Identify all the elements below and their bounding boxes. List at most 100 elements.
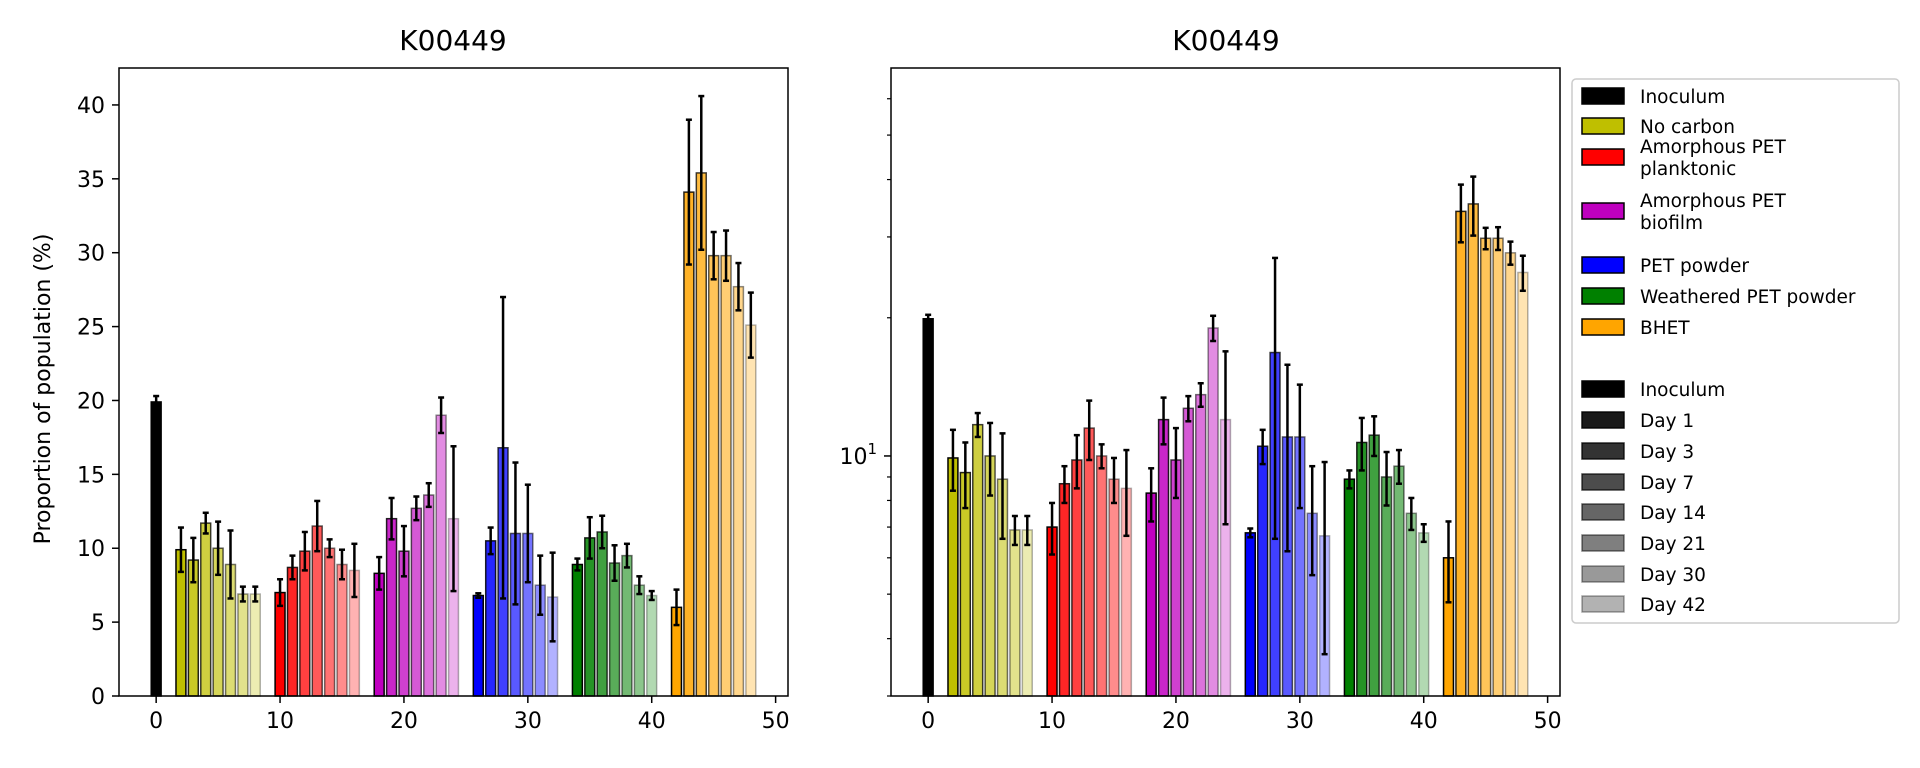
legend-label: Weathered PET powder xyxy=(1640,287,1856,308)
legend-label: Day 14 xyxy=(1640,503,1706,524)
left-bar xyxy=(286,566,299,697)
left-error-bar xyxy=(289,554,296,581)
legend-label: Day 3 xyxy=(1640,442,1694,463)
right-error-bar xyxy=(1222,350,1229,526)
right-bar xyxy=(1479,237,1492,697)
right-plot-area: 0 10 20 30 40 50 101 xyxy=(839,67,1562,734)
left-error-bar xyxy=(239,585,246,603)
legend-label: Day 7 xyxy=(1640,473,1694,494)
left-ytick-label: 40 xyxy=(77,94,105,119)
left-error-bar xyxy=(215,520,222,577)
right-axes-frame xyxy=(890,67,1561,697)
right-error-bar xyxy=(1185,394,1192,423)
left-bar xyxy=(633,584,646,697)
left-xtick-label: 0 xyxy=(149,709,163,734)
left-xtick-label: 40 xyxy=(638,709,666,734)
right-bar xyxy=(1207,327,1219,697)
right-error-bar xyxy=(1247,527,1254,539)
left-xtick-label: 30 xyxy=(514,709,542,734)
right-bar xyxy=(1418,532,1430,697)
right-xtick-label: 50 xyxy=(1534,709,1562,734)
left-xtick-label: 20 xyxy=(390,709,418,734)
left-xtick-label: 50 xyxy=(762,709,790,734)
left-error-bar xyxy=(735,261,742,312)
right-bar xyxy=(1517,271,1529,697)
left-ytick-label: 0 xyxy=(91,685,105,710)
right-bar xyxy=(1195,393,1207,697)
left-bar xyxy=(621,554,633,697)
left-bar xyxy=(745,324,757,697)
left-ytick-label: 35 xyxy=(77,168,105,193)
left-chart-ylabel: Proportion of population (%) xyxy=(31,234,56,545)
legend-entry: PET powder xyxy=(1581,256,1749,277)
legend-label: Day 21 xyxy=(1640,534,1706,555)
left-bar xyxy=(683,191,695,697)
left-error-bar xyxy=(438,396,445,435)
right-bar xyxy=(947,457,959,697)
left-bar xyxy=(323,547,336,697)
right-bar xyxy=(1244,532,1256,697)
legend-entry: Day 42 xyxy=(1581,595,1706,616)
right-error-bar xyxy=(987,421,994,497)
left-error-bar xyxy=(623,542,630,569)
legend-swatch xyxy=(1581,287,1625,305)
legend-frame xyxy=(1571,78,1900,624)
left-ytick-label: 20 xyxy=(77,389,105,414)
right-bar xyxy=(1380,476,1393,697)
right-bar xyxy=(1083,427,1095,697)
right-error-bar xyxy=(1210,314,1217,343)
legend-entry: Day 30 xyxy=(1581,565,1706,586)
right-error-bar xyxy=(1495,225,1502,252)
left-error-bar xyxy=(314,499,321,553)
right-error-bar xyxy=(1049,501,1056,556)
left-error-bar xyxy=(177,526,184,574)
left-error-bar xyxy=(723,229,730,283)
left-bar xyxy=(584,537,596,697)
left-error-bar xyxy=(549,551,556,643)
left-bar xyxy=(707,254,720,697)
legend-entry: No carbon xyxy=(1581,117,1735,138)
legend-entry: Day 21 xyxy=(1581,534,1706,555)
left-bar xyxy=(484,540,497,697)
right-error-bar xyxy=(1408,496,1415,532)
legend-swatch xyxy=(1581,87,1625,105)
right-chart-panel: K00449 0 10 20 30 40 50 101 xyxy=(839,24,1561,734)
right-error-bar xyxy=(1321,460,1328,656)
left-bar xyxy=(596,531,608,697)
left-bar xyxy=(732,285,745,697)
legend-swatch xyxy=(1581,202,1625,220)
left-error-bar xyxy=(537,554,544,616)
right-xtick-label: 30 xyxy=(1286,709,1314,734)
right-xtick-label: 0 xyxy=(921,709,935,734)
left-error-bar xyxy=(425,481,432,509)
left-error-bar xyxy=(524,483,531,584)
right-error-bar xyxy=(1073,433,1080,490)
left-bar xyxy=(472,594,484,697)
right-error-bar xyxy=(1470,175,1477,237)
left-plot-area: 0 10 20 30 40 50 0 5 10 15 20 25 30 35 40 xyxy=(77,67,790,734)
left-error-bar xyxy=(698,94,705,252)
left-ytick-label: 30 xyxy=(77,242,105,267)
left-error-bar xyxy=(685,118,692,266)
legend-swatch xyxy=(1581,565,1625,583)
left-error-bar xyxy=(710,230,717,281)
left-chart-panel: K00449 Proportion of population (%) 0 10 2… xyxy=(31,24,790,734)
legend-swatch xyxy=(1581,595,1625,613)
left-bar xyxy=(249,593,261,697)
legend-swatch xyxy=(1581,503,1625,521)
left-bar xyxy=(150,401,162,697)
legend-entry: Inoculum xyxy=(1581,87,1725,108)
left-ytick-label: 25 xyxy=(77,316,105,341)
right-chart-title: K00449 xyxy=(1172,24,1279,57)
right-error-bar xyxy=(1197,382,1204,408)
left-error-bar xyxy=(339,548,345,581)
right-error-bar xyxy=(1272,256,1279,541)
right-error-bar xyxy=(949,428,956,492)
left-chart-title: K00449 xyxy=(399,24,506,57)
right-error-bar xyxy=(1148,467,1155,523)
left-error-bar xyxy=(475,592,482,599)
right-bar xyxy=(1467,203,1479,697)
right-bar xyxy=(1343,478,1356,697)
